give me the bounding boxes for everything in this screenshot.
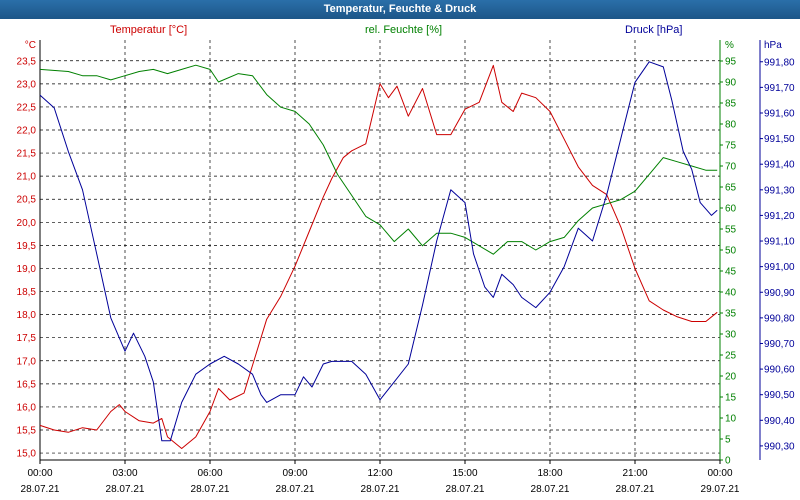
humidity-tick-label: 40 (725, 288, 737, 299)
humidity-tick-label: 20 (725, 372, 737, 383)
pressure-tick-label: 991,50 (764, 134, 795, 145)
legend-humidity: rel. Feuchte [%] (365, 24, 443, 36)
temp-unit-label: °C (25, 40, 36, 51)
temp-tick-label: 15,5 (17, 426, 37, 437)
humidity-unit-label: % (725, 40, 734, 51)
temp-tick-label: 19,0 (17, 264, 37, 275)
pressure-tick-label: 991,80 (764, 57, 795, 68)
x-date-label: 28.07.21 (191, 484, 230, 495)
temp-tick-label: 23,0 (17, 79, 37, 90)
pressure-tick-label: 990,70 (764, 339, 795, 350)
x-date-label: 28.07.21 (276, 484, 315, 495)
pressure-tick-label: 990,60 (764, 365, 795, 376)
humidity-tick-label: 30 (725, 330, 737, 341)
pressure-tick-label: 991,10 (764, 237, 795, 248)
x-date-label: 29.07.21 (701, 484, 740, 495)
pressure-tick-label: 990,50 (764, 390, 795, 401)
humidity-tick-label: 70 (725, 162, 737, 173)
humidity-tick-label: 65 (725, 183, 737, 194)
temp-tick-label: 23,5 (17, 56, 37, 67)
humidity-tick-label: 75 (725, 141, 737, 152)
temp-tick-label: 16,0 (17, 402, 37, 413)
pressure-tick-label: 991,30 (764, 185, 795, 196)
x-time-label: 12:00 (367, 468, 392, 479)
humidity-tick-label: 90 (725, 78, 737, 89)
pressure-tick-label: 991,60 (764, 108, 795, 119)
pressure-line (39, 61, 718, 442)
x-date-label: 28.07.21 (531, 484, 570, 495)
humidity-tick-label: 60 (725, 204, 737, 215)
humidity-line (39, 64, 718, 255)
axis-layer: 15,0 15,5 16,0 16,5 17,0 17,5 18,0 18,5 19,0 19,5… (17, 40, 795, 495)
temp-tick-label: 22,0 (17, 126, 37, 137)
series-layer (39, 61, 718, 449)
temp-tick-label: 16,5 (17, 379, 37, 390)
x-time-label: 06:00 (197, 468, 222, 479)
pressure-tick-label: 991,00 (764, 262, 795, 273)
temp-tick-label: 17,0 (17, 356, 37, 367)
humidity-tick-label: 80 (725, 120, 737, 131)
chart-title: Temperatur, Feuchte & Druck (0, 0, 800, 19)
temp-tick-label: 20,0 (17, 218, 37, 229)
x-time-label: 21:00 (622, 468, 647, 479)
x-date-label: 28.07.21 (446, 484, 485, 495)
humidity-tick-label: 10 (725, 414, 737, 425)
pressure-tick-label: 990,30 (764, 441, 795, 452)
x-time-label: 03:00 (112, 468, 137, 479)
x-date-label: 28.07.21 (106, 484, 145, 495)
x-time-label: 09:00 (282, 468, 307, 479)
humidity-tick-label: 95 (725, 57, 737, 68)
humidity-tick-label: 85 (725, 99, 737, 110)
legend-temperature: Temperatur [°C] (110, 24, 188, 36)
humidity-tick-label: 45 (725, 267, 737, 278)
humidity-tick-label: 15 (725, 393, 737, 404)
temp-tick-label: 20,5 (17, 195, 37, 206)
temp-tick-label: 18,0 (17, 310, 37, 321)
pressure-unit-label: hPa (764, 40, 782, 51)
grid-layer (40, 40, 720, 460)
x-date-label: 28.07.21 (21, 484, 60, 495)
humidity-tick-label: 50 (725, 246, 737, 257)
x-date-label: 28.07.21 (361, 484, 400, 495)
humidity-tick-label: 0 (725, 456, 731, 467)
pressure-tick-label: 990,90 (764, 288, 795, 299)
temp-tick-label: 19,5 (17, 241, 37, 252)
humidity-tick-label: 25 (725, 351, 737, 362)
x-time-label: 00:00 (707, 468, 732, 479)
x-date-label: 28.07.21 (616, 484, 655, 495)
temp-tick-label: 17,5 (17, 333, 37, 344)
pressure-tick-label: 991,70 (764, 83, 795, 94)
humidity-tick-label: 5 (725, 435, 731, 446)
x-time-label: 00:00 (27, 468, 52, 479)
humidity-tick-label: 35 (725, 309, 737, 320)
temp-tick-label: 18,5 (17, 287, 37, 298)
temp-tick-label: 21,0 (17, 172, 37, 183)
temp-tick-label: 21,5 (17, 149, 37, 160)
pressure-tick-label: 991,20 (764, 211, 795, 222)
x-time-label: 18:00 (537, 468, 562, 479)
legend-pressure: Druck [hPa] (625, 24, 683, 36)
humidity-tick-label: 55 (725, 225, 737, 236)
x-time-label: 15:00 (452, 468, 477, 479)
temp-tick-label: 15,0 (17, 449, 37, 460)
pressure-tick-label: 990,80 (764, 313, 795, 324)
temperature-line (39, 64, 718, 449)
pressure-tick-label: 990,40 (764, 416, 795, 427)
temp-tick-label: 22,5 (17, 102, 37, 113)
pressure-tick-label: 991,40 (764, 160, 795, 171)
